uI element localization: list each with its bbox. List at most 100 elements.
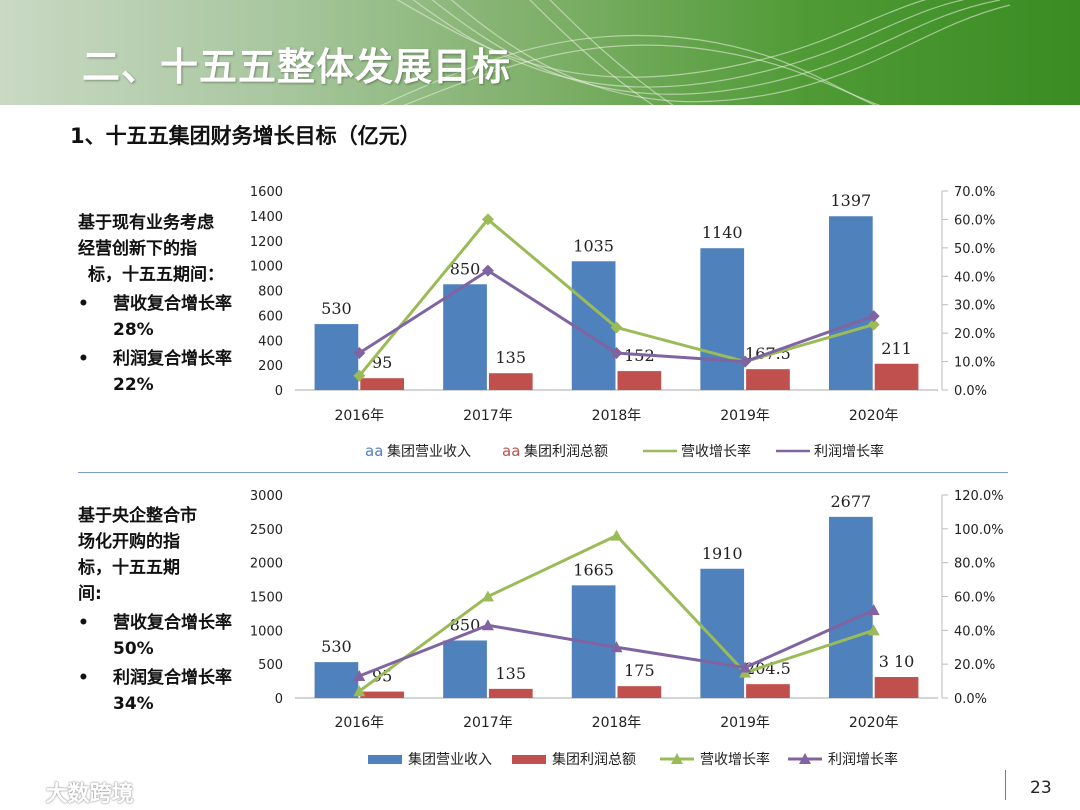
line-point: [867, 624, 880, 636]
line-point: [353, 670, 366, 682]
legend-marker: [799, 753, 811, 764]
bullet-text: 营收复合增长率50%: [113, 613, 232, 659]
y-tick-label: 600: [258, 309, 283, 324]
watermark: 大数跨境: [8, 776, 134, 808]
data-label: 175: [624, 661, 655, 680]
side-note-1-line: 基于现有业务考虑: [78, 213, 214, 233]
data-label: 1035: [573, 236, 614, 255]
legend-marker-text: aa: [365, 442, 383, 460]
bullet-marker: •: [78, 294, 89, 314]
y2-tick-label: 20.0%: [954, 327, 995, 342]
category-label: 2019年: [720, 715, 770, 731]
line-point: [610, 347, 623, 360]
y2-tick-label: 50.0%: [954, 242, 995, 257]
bullet-marker: •: [78, 349, 89, 369]
data-label: 1665: [573, 560, 614, 579]
y2-tick-label: 40.0%: [954, 624, 995, 639]
bullet-text: 利润复合增长率34%: [113, 668, 232, 714]
header-banner: 二、十五五整体发展目标: [0, 0, 1080, 105]
y-tick-label: 1500: [250, 591, 283, 606]
side-note-2-line: 场化开购的指: [78, 532, 180, 552]
decorative-swirl: [380, 0, 1011, 105]
category-label: 2016年: [334, 715, 384, 731]
line-point: [481, 264, 494, 277]
legend-marker: [671, 753, 683, 764]
line-point: [353, 369, 366, 382]
y2-tick-label: 70.0%: [954, 185, 995, 200]
y-tick-label: 3000: [250, 489, 283, 504]
line-point: [353, 347, 366, 360]
category-label: 2018年: [592, 408, 642, 424]
legend-swatch: [512, 755, 546, 764]
y2-tick-label: 120.0%: [954, 489, 1004, 504]
y-tick-label: 400: [258, 334, 283, 349]
data-label: 135: [495, 664, 526, 683]
y-tick-label: 1000: [250, 260, 283, 275]
bar-profit: [488, 688, 533, 698]
legend-label: 营收增长率: [700, 751, 770, 768]
category-label: 2020年: [849, 408, 899, 424]
y-tick-label: 0: [275, 692, 283, 707]
side-note-2-bullet: • 利润复合增长率34%: [78, 665, 238, 717]
bar-revenue: [443, 284, 487, 390]
chart-current-business: 0 200 400 600 800 1000 1200 1400 1600 0.0% 10.0% 20…: [250, 185, 995, 460]
bar-revenue: [828, 216, 873, 390]
bar-revenue: [828, 516, 873, 698]
category-label: 2017年: [463, 408, 513, 424]
y2-tick-label: 60.0%: [954, 213, 995, 228]
y-tick-label: 1000: [250, 624, 283, 639]
line-point: [353, 685, 366, 697]
y-tick-label: 800: [258, 285, 283, 300]
data-label: 530: [321, 637, 352, 656]
data-label: 530: [321, 299, 352, 318]
line-point: [867, 604, 880, 616]
side-note-1-bullet: • 营收复合增长率28%: [78, 291, 238, 343]
legend-swatch: [368, 755, 402, 764]
y-tick-label: 1400: [250, 210, 283, 225]
bar-profit: [746, 369, 790, 390]
bar-profit: [617, 686, 662, 698]
data-label: 2677: [830, 492, 871, 511]
bullet-text: 营收复合增长率28%: [113, 294, 232, 340]
side-note-2-line: 标，十五五期: [78, 558, 180, 578]
bar-profit: [360, 378, 405, 390]
legend-label: 集团利润总额: [524, 443, 608, 460]
line-point: [481, 590, 494, 602]
bar-revenue: [314, 662, 359, 698]
y-tick-label: 1600: [250, 185, 283, 200]
y-tick-label: 1200: [250, 235, 283, 250]
category-label: 2020年: [849, 715, 899, 731]
legend-label: 营收增长率: [681, 443, 751, 460]
side-note-2: 基于央企整合市 场化开购的指 标，十五五期 间: • 营收复合增长率50% • …: [78, 503, 238, 717]
section-divider: [78, 472, 1008, 473]
y-tick-label: 0: [275, 384, 283, 399]
side-note-2-bullet: • 营收复合增长率50%: [78, 610, 238, 662]
watermark-logo-icon: [8, 785, 36, 805]
plot-area: 0 500 1000 1500 2000 2500 3000 0.0% 20.0% 40.0% 60…: [250, 489, 1004, 731]
line-point: [867, 318, 880, 331]
line-revenue-growth: [358, 533, 875, 693]
legend-label: 集团利润总额: [552, 751, 636, 768]
category-label: 2018年: [592, 715, 642, 731]
chart-integration: 0 500 1000 1500 2000 2500 3000 0.0% 20.0% 40.0% 60…: [250, 489, 1004, 768]
category-label: 2019年: [720, 408, 770, 424]
category-label: 2017年: [463, 715, 513, 731]
bar-revenue: [443, 640, 487, 698]
line-point: [610, 321, 623, 334]
y2-tick-label: 20.0%: [954, 658, 995, 673]
bullet-marker: •: [78, 668, 89, 688]
bar-revenue: [700, 248, 745, 390]
y-tick-label: 2000: [250, 557, 283, 572]
y2-tick-label: 100.0%: [954, 523, 1004, 538]
section-subtitle: 1、十五五集团财务增长目标（亿元）: [70, 124, 421, 148]
legend: 集团营业收入 集团利润总额 营收增长率 利润增长率: [368, 751, 898, 768]
side-note-2-line: 基于央企整合市: [78, 506, 197, 526]
watermark-text: 大数跨境: [45, 782, 134, 807]
side-note-1-line: 标，十五五期间：: [88, 265, 224, 285]
line-point: [867, 310, 880, 323]
side-note-1-line: 经营创新下的指: [78, 239, 197, 259]
legend-label: 集团营业收入: [408, 751, 492, 768]
y-tick-label: 500: [258, 658, 283, 673]
data-label: 1910: [702, 544, 743, 563]
bar-profit: [874, 363, 919, 390]
